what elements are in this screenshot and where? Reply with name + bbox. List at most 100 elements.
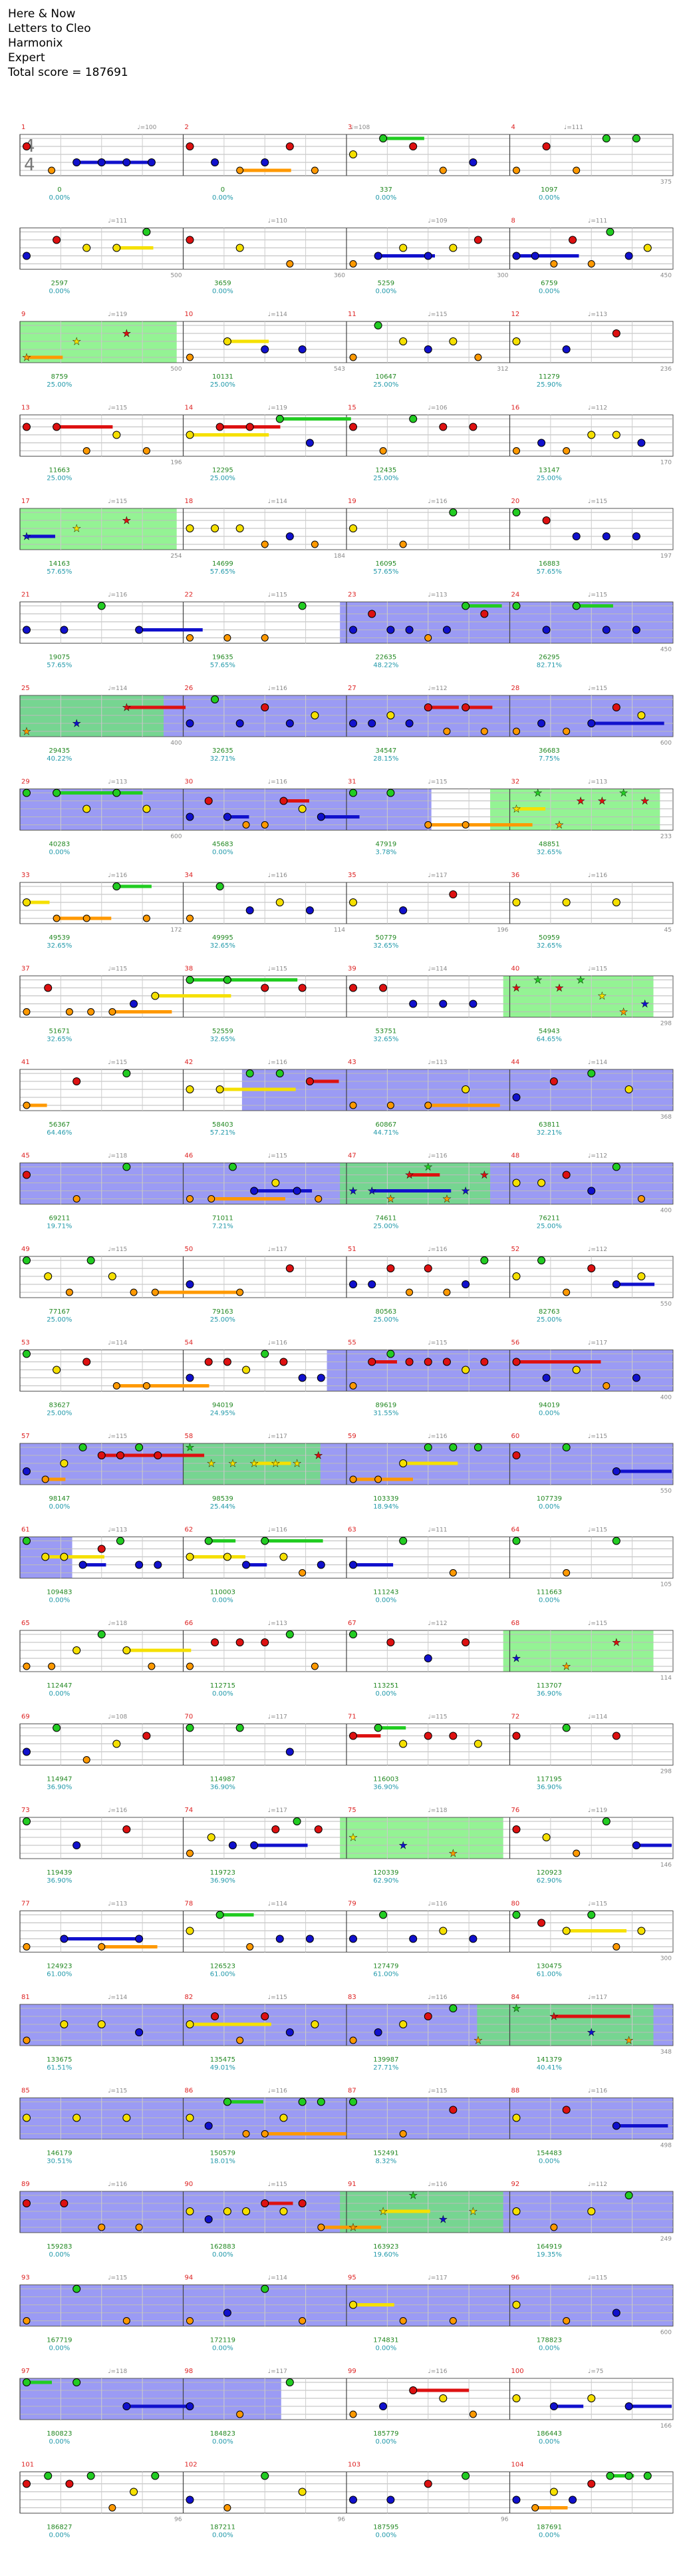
measure-percent: 0.00% <box>375 2345 396 2352</box>
note <box>23 2199 31 2207</box>
star-note: ★ <box>367 1185 376 1197</box>
measure-score: 71011 <box>212 1215 233 1222</box>
bpm-marker: ♩=100 <box>137 124 156 131</box>
note <box>512 1272 521 1280</box>
bpm-marker: ♩=113 <box>588 311 607 318</box>
note <box>314 1825 323 1833</box>
measure-percent: 57.65% <box>47 568 72 576</box>
star-note: ★ <box>555 819 563 831</box>
measure-number: 75 <box>348 1807 356 1814</box>
note <box>512 2300 521 2309</box>
bpm-marker: ♩=111 <box>564 124 583 131</box>
note <box>612 1732 620 1740</box>
note <box>612 703 620 711</box>
measure-score: 1097 <box>541 186 557 194</box>
note-orange <box>242 2130 250 2137</box>
note <box>311 2020 319 2028</box>
note-orange <box>286 260 294 268</box>
note <box>235 1638 244 1646</box>
note <box>637 1272 646 1280</box>
measure-percent: 32.65% <box>210 942 235 950</box>
bpm-marker: ♩=115 <box>108 966 127 973</box>
streak-label: 550 <box>660 1301 672 1308</box>
note <box>512 2114 521 2122</box>
measure-score: 34547 <box>375 747 396 755</box>
note <box>53 789 61 797</box>
measure-percent: 30.51% <box>47 2158 72 2165</box>
measure-number: 85 <box>21 2088 30 2095</box>
note <box>305 439 314 447</box>
sustain-tail <box>27 1103 47 1107</box>
measure-number: 79 <box>348 1901 356 1908</box>
bpm-marker: ♩=115 <box>428 311 448 318</box>
measure-number: 41 <box>21 1059 30 1066</box>
note <box>151 2472 160 2480</box>
measure-percent: 7.75% <box>539 755 560 763</box>
chart-row: 57 58 59 60 ♩=115 ♩=117 ♩=116 ♩=115 ★ ★ ★ ★ ★ ★ ★ 98147… <box>19 1433 674 1511</box>
note <box>562 898 571 906</box>
note-orange <box>207 1195 215 1202</box>
streak-label: 300 <box>660 1956 672 1962</box>
note <box>211 1638 219 1646</box>
note <box>562 1171 571 1179</box>
measure-score: 69211 <box>49 1215 70 1222</box>
streak-label: 375 <box>660 179 672 186</box>
measure-score: 162883 <box>210 2243 235 2251</box>
measure-number: 19 <box>348 498 356 505</box>
note-orange <box>443 1288 451 1296</box>
sustain-tail <box>64 1937 138 1940</box>
sustain-tail <box>553 2404 584 2408</box>
measure-score: 49539 <box>49 934 70 942</box>
note-orange <box>65 1288 73 1296</box>
star-note: ★ <box>228 1457 237 1469</box>
measure-score: 124923 <box>47 1963 72 1970</box>
sustain-tail <box>190 433 269 437</box>
bpm-marker: ♩=112 <box>428 685 448 692</box>
sustain-tail <box>246 1563 267 1566</box>
sustain-tail <box>516 254 579 258</box>
measure-number: 29 <box>21 779 30 786</box>
streak-label: 254 <box>170 553 182 560</box>
note <box>298 805 307 813</box>
note <box>215 1085 224 1093</box>
bpm-marker: ♩=114 <box>108 685 127 692</box>
measure-score: 36683 <box>539 747 560 755</box>
bpm-marker: ♩=119 <box>108 311 127 318</box>
measure-percent: 18.01% <box>210 2158 235 2165</box>
bpm-marker: ♩=109 <box>428 218 448 225</box>
note <box>449 890 458 898</box>
note <box>349 2098 357 2106</box>
note <box>399 1537 408 1545</box>
measure-score: 107739 <box>537 1495 562 1503</box>
chart-row: 45 46 47 48 ♩=118 ♩=115 ♩=116 ♩=112 ★ ★ ★ ★ ★ ★ ★ ★ 6921… <box>19 1153 674 1230</box>
note <box>78 1443 87 1451</box>
measure-percent: 57.65% <box>373 568 398 576</box>
note <box>386 1638 395 1646</box>
note <box>23 1748 31 1756</box>
chart-row: 65 66 67 68♩=118 ♩=113 ♩=112 ♩=115★★★1124470.0… <box>19 1620 674 1698</box>
measure-score: 186443 <box>537 2430 562 2438</box>
note-orange <box>82 1756 90 1763</box>
measure-percent: 25.00% <box>537 1316 562 1324</box>
note <box>317 1374 325 1382</box>
note <box>135 1934 144 1943</box>
streak-label: 105 <box>660 1582 672 1588</box>
star-note: ★ <box>624 2034 633 2046</box>
note <box>462 1638 470 1646</box>
note <box>245 423 254 431</box>
bpm-marker: ♩=116 <box>428 1153 448 1160</box>
bpm-marker: ♩=117 <box>268 2368 287 2375</box>
note-orange <box>311 540 319 548</box>
note <box>632 1374 640 1382</box>
note <box>23 2480 31 2488</box>
sustain-tail <box>116 246 154 250</box>
note <box>72 1077 81 1085</box>
sustain-tail <box>101 1945 158 1948</box>
note <box>317 2098 325 2106</box>
measure-score: 26295 <box>539 654 560 661</box>
sustain-tail <box>378 254 435 258</box>
bpm-marker: ♩=116 <box>428 1246 448 1253</box>
sustain-tail <box>208 1539 236 1543</box>
note <box>186 976 194 984</box>
